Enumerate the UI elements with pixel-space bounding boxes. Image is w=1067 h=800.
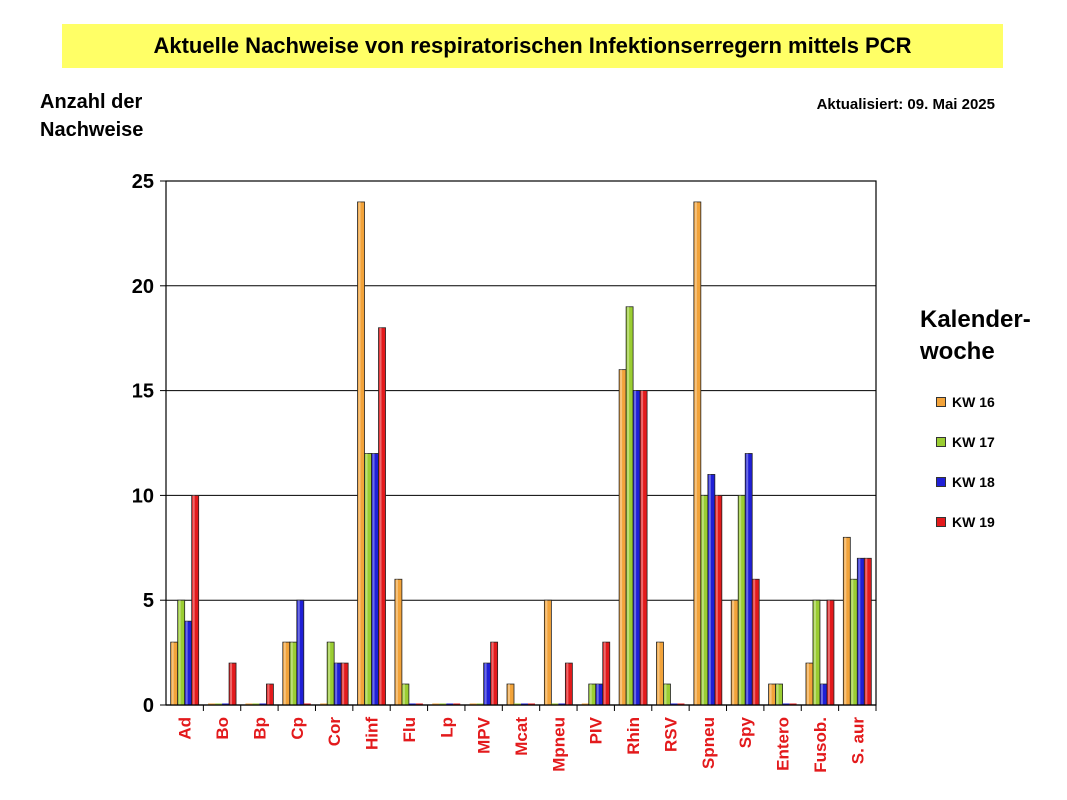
bar-highlight bbox=[806, 663, 809, 705]
y-tick-label: 10 bbox=[132, 485, 154, 507]
bar-highlight bbox=[589, 684, 592, 705]
y-axis-label: Anzahl der Nachweise bbox=[40, 88, 143, 144]
bar-highlight bbox=[603, 642, 606, 705]
y-axis-label-line2: Nachweise bbox=[40, 119, 144, 141]
bar-highlight bbox=[484, 663, 487, 705]
x-tick-label: Ad bbox=[176, 717, 195, 740]
bar-highlight bbox=[596, 684, 599, 705]
bar-highlight bbox=[379, 327, 382, 705]
updated-date: Aktualisiert: 09. Mai 2025 bbox=[816, 96, 995, 113]
bar-highlight bbox=[657, 642, 660, 705]
legend-swatch bbox=[936, 437, 946, 447]
bar-highlight bbox=[402, 684, 405, 705]
bar-highlight bbox=[365, 453, 368, 705]
legend-title: Kalender- woche bbox=[920, 304, 1031, 368]
x-tick-label: PIV bbox=[587, 716, 606, 744]
bar-highlight bbox=[491, 642, 494, 705]
x-tick-label: Entero bbox=[774, 717, 793, 771]
x-tick-label: S. aur bbox=[848, 717, 867, 765]
bar-highlight bbox=[715, 495, 718, 705]
bar-highlight bbox=[844, 537, 847, 705]
bar-highlight bbox=[342, 663, 345, 705]
bar-highlight bbox=[335, 663, 338, 705]
bar-highlight bbox=[708, 474, 711, 705]
bar-highlight bbox=[732, 600, 735, 705]
x-tick-label: Lp bbox=[437, 717, 456, 738]
bar-highlight bbox=[545, 600, 548, 705]
legend-item: KW 17 bbox=[936, 434, 995, 450]
bar-highlight bbox=[395, 579, 398, 705]
x-tick-label: Cor bbox=[325, 717, 344, 747]
bar-highlight bbox=[694, 201, 697, 705]
legend-label: KW 17 bbox=[952, 434, 995, 450]
bar-highlight bbox=[820, 684, 823, 705]
y-tick-label: 25 bbox=[132, 171, 154, 193]
legend-label: KW 19 bbox=[952, 514, 995, 530]
bar-highlight bbox=[858, 558, 861, 705]
chart-title: Aktuelle Nachweise von respiratorischen … bbox=[62, 24, 1003, 68]
bar-highlight bbox=[290, 642, 293, 705]
x-tick-label: Fusob. bbox=[811, 717, 830, 773]
legend-title-line1: Kalender- bbox=[920, 306, 1031, 333]
legend-swatch bbox=[936, 397, 946, 407]
bar-highlight bbox=[230, 663, 233, 705]
bar-highlight bbox=[283, 642, 286, 705]
bar-highlight bbox=[865, 558, 868, 705]
x-tick-label: Hinf bbox=[363, 717, 382, 750]
bar-highlight bbox=[627, 306, 630, 705]
bar-highlight bbox=[753, 579, 756, 705]
x-tick-label: RSV bbox=[661, 716, 680, 752]
bar-highlight bbox=[566, 663, 569, 705]
x-tick-label: Spneu bbox=[699, 717, 718, 769]
legend-title-line2: woche bbox=[920, 338, 995, 365]
legend-swatch bbox=[936, 517, 946, 527]
bar-highlight bbox=[813, 600, 816, 705]
bar-highlight bbox=[372, 453, 375, 705]
y-axis-label-line1: Anzahl der bbox=[40, 91, 143, 113]
x-tick-label: MPV bbox=[475, 716, 494, 754]
bar-highlight bbox=[185, 621, 188, 705]
plot-area bbox=[165, 180, 877, 706]
x-tick-label: Rhin bbox=[624, 717, 643, 755]
legend-label: KW 16 bbox=[952, 394, 995, 410]
bar-highlight bbox=[358, 201, 361, 705]
bar-highlight bbox=[620, 369, 623, 705]
x-tick-label: Mcat bbox=[512, 717, 531, 756]
legend-item: KW 19 bbox=[936, 514, 995, 530]
x-tick-label: Flu bbox=[400, 717, 419, 743]
x-tick-label: Bp bbox=[250, 717, 269, 740]
bar-highlight bbox=[739, 495, 742, 705]
y-tick-label: 5 bbox=[143, 590, 154, 612]
y-tick-label: 20 bbox=[132, 276, 154, 298]
bar-highlight bbox=[508, 684, 510, 705]
bar-highlight bbox=[267, 684, 270, 705]
bar-highlight bbox=[171, 642, 174, 705]
bar-highlight bbox=[634, 390, 637, 705]
bar-highlight bbox=[297, 600, 300, 705]
y-tick-label: 15 bbox=[132, 381, 154, 403]
bar-highlight bbox=[664, 684, 667, 705]
bar-highlight bbox=[192, 495, 195, 705]
bar-highlight bbox=[769, 684, 772, 705]
bar-highlight bbox=[746, 453, 749, 705]
x-tick-label: Bo bbox=[213, 717, 232, 740]
legend-item: KW 18 bbox=[936, 474, 995, 490]
bar-highlight bbox=[701, 495, 704, 705]
y-tick-label: 0 bbox=[143, 695, 154, 717]
bar-highlight bbox=[776, 684, 779, 705]
bar-highlight bbox=[851, 579, 854, 705]
bar-highlight bbox=[827, 600, 830, 705]
x-tick-label: Cp bbox=[288, 717, 307, 740]
bar-highlight bbox=[328, 642, 331, 705]
bar-highlight bbox=[641, 390, 644, 705]
legend-item: KW 16 bbox=[936, 394, 995, 410]
x-tick-label: Mpneu bbox=[549, 717, 568, 772]
legend-swatch bbox=[936, 477, 946, 487]
bar-highlight bbox=[178, 600, 181, 705]
legend-label: KW 18 bbox=[952, 474, 995, 490]
x-tick-label: Spy bbox=[736, 716, 755, 748]
